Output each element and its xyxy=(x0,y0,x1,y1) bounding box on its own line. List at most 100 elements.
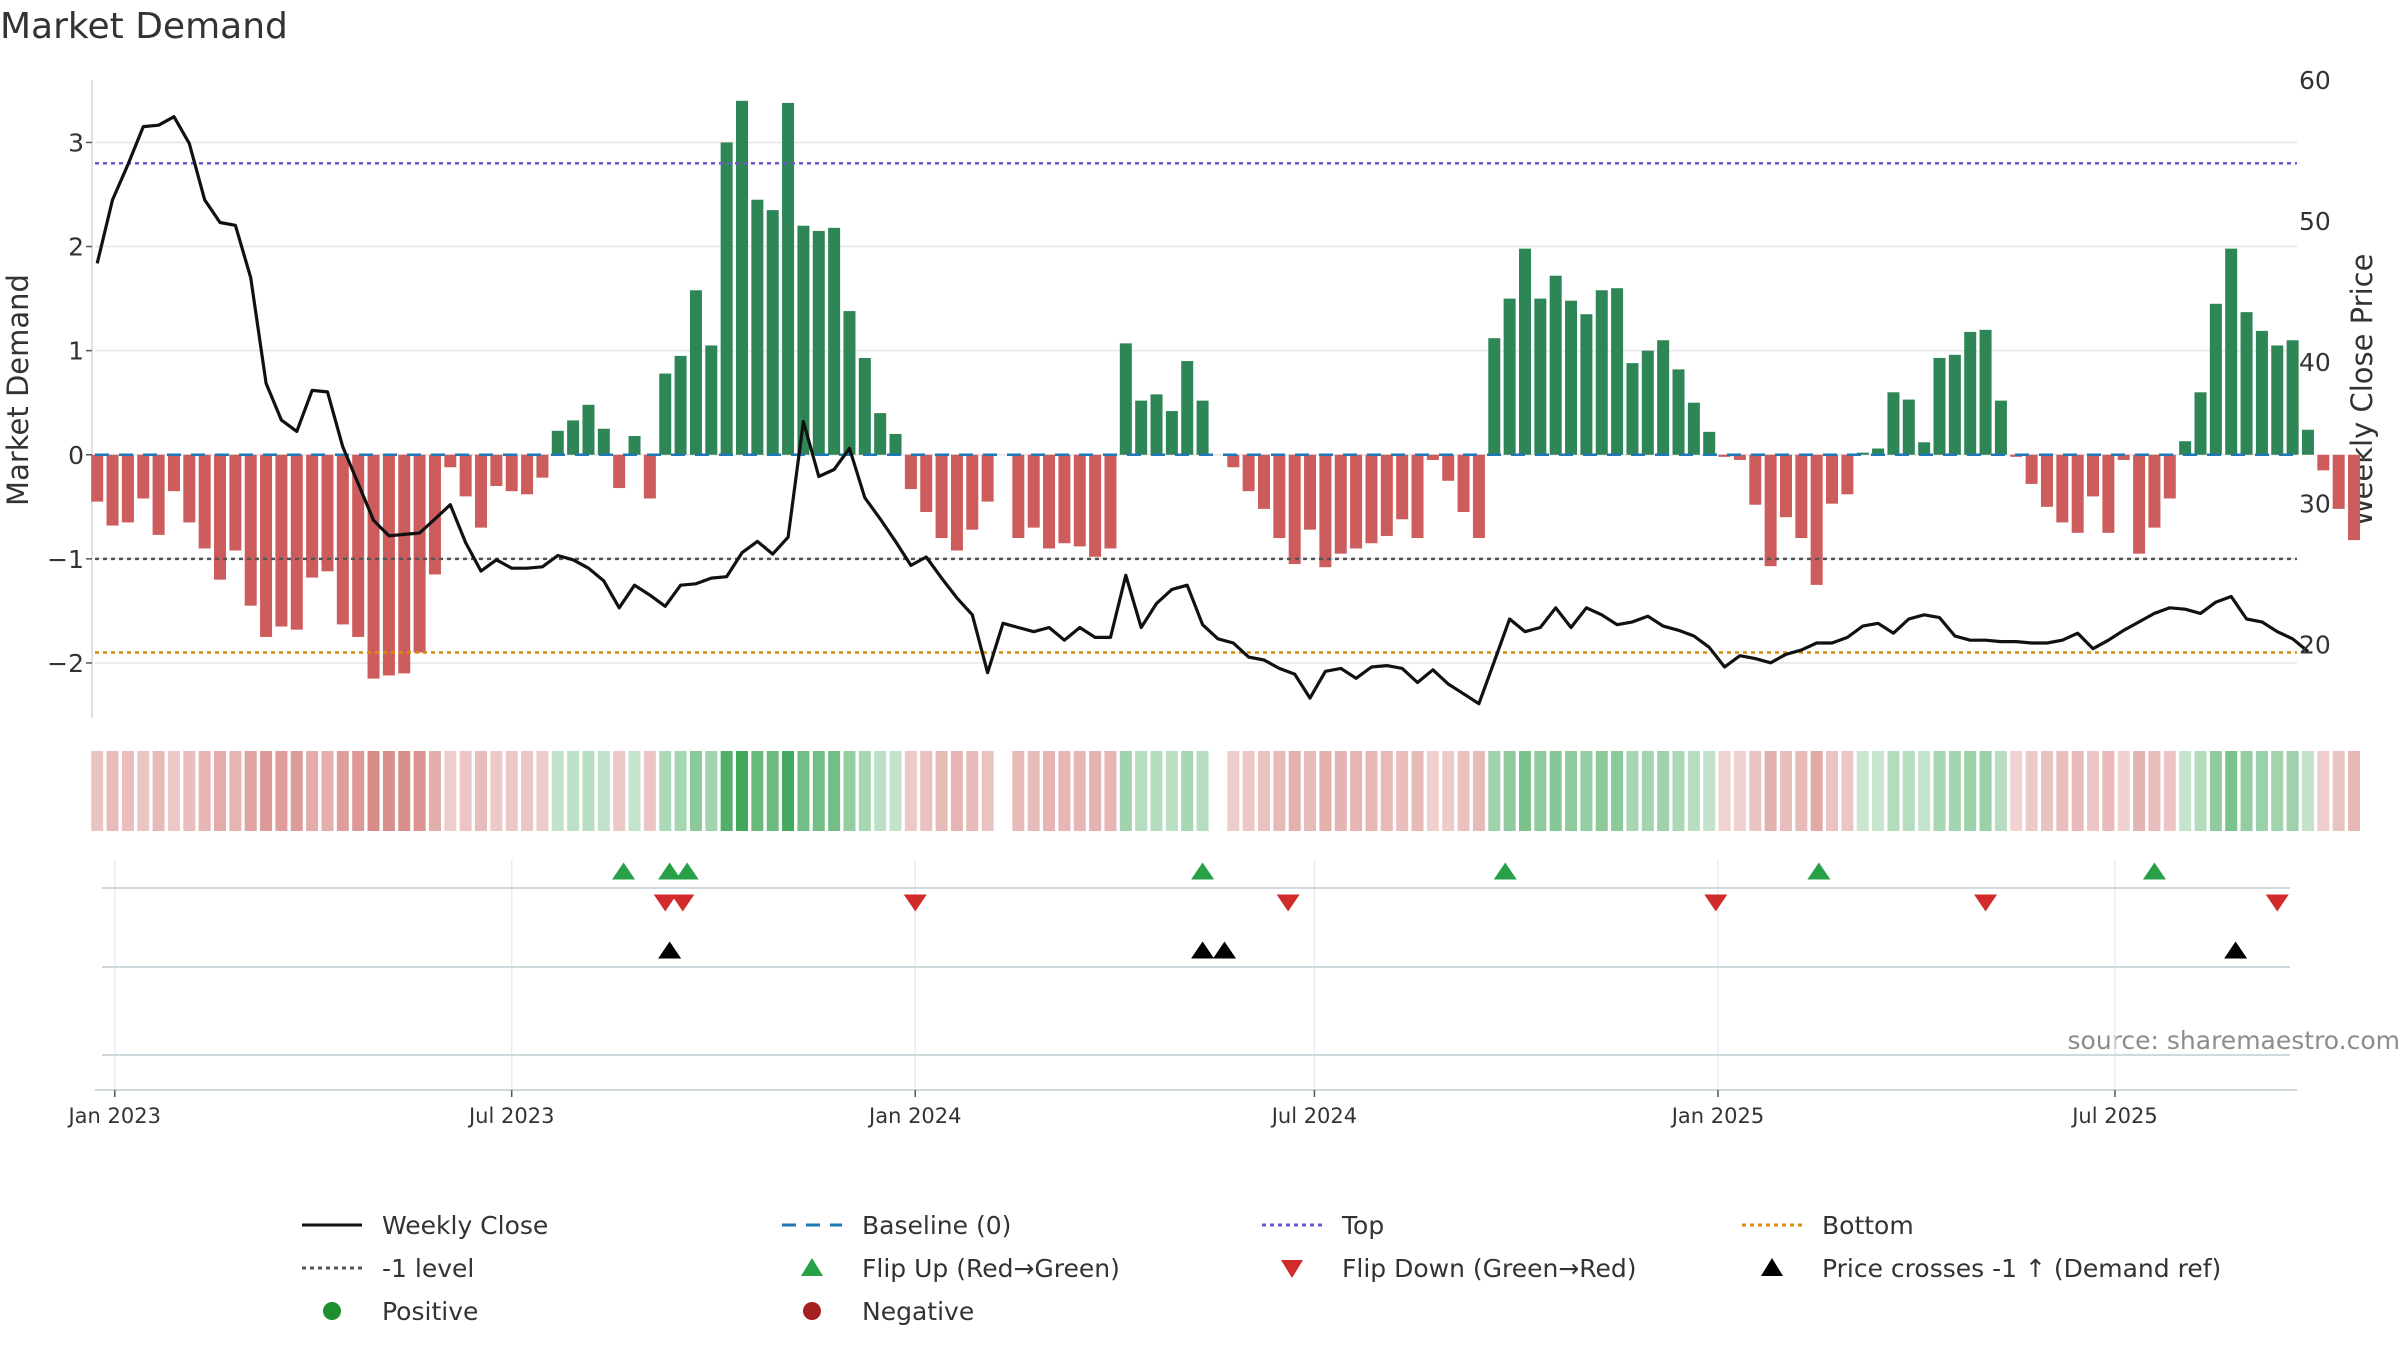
heat-cell xyxy=(705,751,718,831)
demand-bar xyxy=(1641,350,1654,455)
heat-cell xyxy=(1764,751,1777,831)
demand-bar xyxy=(2040,454,2053,507)
legend-baseline: Baseline (0) xyxy=(780,1210,1260,1240)
legend-label: Flip Down (Green→Red) xyxy=(1342,1253,1637,1283)
heat-cell xyxy=(229,751,242,831)
weekly-close-line xyxy=(95,115,2310,706)
demand-bar xyxy=(1043,454,1056,549)
heat-cell xyxy=(2056,751,2069,831)
demand-bar xyxy=(1964,331,1977,455)
heat-cell xyxy=(935,751,948,831)
demand-bar xyxy=(766,210,779,455)
heat-cell xyxy=(336,751,349,831)
heat-cell xyxy=(2087,751,2100,831)
demand-bar xyxy=(689,290,702,455)
y-axis-label: Market Demand xyxy=(1,274,35,506)
heat-cell xyxy=(1994,751,2007,831)
heat-cell xyxy=(2240,751,2253,831)
heat-cell xyxy=(2225,751,2238,831)
heat-cell xyxy=(766,751,779,831)
demand-bar xyxy=(889,433,902,455)
demand-bar xyxy=(2179,441,2192,455)
heat-cell xyxy=(1887,751,1900,831)
flip-up-marker xyxy=(2142,862,2166,880)
demand-bar xyxy=(214,454,227,580)
heat-cell xyxy=(413,751,426,831)
heat-cell xyxy=(1396,751,1409,831)
heat-cell xyxy=(1472,751,1485,831)
heat-cell xyxy=(2133,751,2146,831)
demand-bar xyxy=(643,454,656,499)
legend-line-swatch-icon xyxy=(302,1223,362,1227)
heat-cell xyxy=(214,751,227,831)
demand-bar xyxy=(935,454,948,539)
heat-cell xyxy=(858,751,871,831)
heat-cell xyxy=(1334,751,1347,831)
heat-cell xyxy=(1964,751,1977,831)
demand-bar xyxy=(797,225,810,455)
demand-bar xyxy=(1304,454,1317,530)
heat-cell xyxy=(1687,751,1700,831)
demand-bar xyxy=(2148,454,2161,528)
signal-markers xyxy=(612,862,2289,959)
demand-bar xyxy=(2071,454,2084,533)
demand-bar xyxy=(1611,288,1624,455)
legend-label: Negative xyxy=(862,1296,975,1326)
heat-cell xyxy=(1948,751,1961,831)
heat-cell xyxy=(674,751,687,831)
demand-bar xyxy=(1472,454,1485,539)
heat-cell xyxy=(1749,751,1762,831)
demand-bar xyxy=(1089,454,1102,557)
demand-bar xyxy=(1442,454,1455,481)
legend-label: Weekly Close xyxy=(382,1210,549,1240)
heat-cell xyxy=(889,751,902,831)
demand-bar xyxy=(521,454,534,495)
demand-bar xyxy=(2163,454,2176,499)
demand-heat-strip xyxy=(91,751,2361,831)
heat-cell xyxy=(1918,751,1931,831)
demand-bar xyxy=(1273,454,1286,539)
heat-cell xyxy=(1488,751,1501,831)
heat-cell xyxy=(2163,751,2176,831)
flip-down-marker xyxy=(1704,894,1728,912)
heat-cell xyxy=(551,751,564,831)
demand-bar xyxy=(1565,300,1578,455)
legend-flip-down: Flip Down (Green→Red) xyxy=(1260,1253,1740,1283)
legend-bottom: Bottom xyxy=(1740,1210,2250,1240)
heat-cell xyxy=(1350,751,1363,831)
flip-down-marker xyxy=(903,894,927,912)
y2-tick-label: 30 xyxy=(2299,489,2331,518)
heat-cell xyxy=(1150,751,1163,831)
heat-cell xyxy=(751,751,764,831)
demand-bar xyxy=(1534,298,1547,455)
heat-cell xyxy=(981,751,994,831)
demand-bar xyxy=(1257,454,1270,509)
demand-bar xyxy=(2301,429,2314,455)
demand-bar xyxy=(1288,454,1301,565)
legend-label: Top xyxy=(1342,1210,1385,1240)
heat-cell xyxy=(1580,751,1593,831)
heat-cell xyxy=(2301,751,2314,831)
demand-bar xyxy=(336,454,349,625)
heat-cell xyxy=(275,751,288,831)
demand-bar xyxy=(1150,394,1163,455)
demand-bar xyxy=(183,454,196,523)
heat-cell xyxy=(2209,751,2222,831)
heat-cell xyxy=(1595,751,1608,831)
flip-up-marker xyxy=(1493,862,1517,880)
circle-icon xyxy=(803,1302,821,1320)
y-tick-label: 2 xyxy=(68,233,84,262)
demand-bar xyxy=(413,454,426,653)
heat-cell xyxy=(1795,751,1808,831)
y2-tick-label: 50 xyxy=(2299,207,2331,236)
demand-bar xyxy=(2102,454,2115,533)
legend-dotted-swatch-icon xyxy=(1262,1223,1322,1227)
demand-bar xyxy=(367,454,380,679)
demand-bar xyxy=(459,454,472,497)
legend-label: Flip Up (Red→Green) xyxy=(862,1253,1120,1283)
demand-bar xyxy=(352,454,365,637)
heat-cell xyxy=(475,751,488,831)
demand-bar xyxy=(659,373,672,455)
demand-bar xyxy=(1350,454,1363,549)
